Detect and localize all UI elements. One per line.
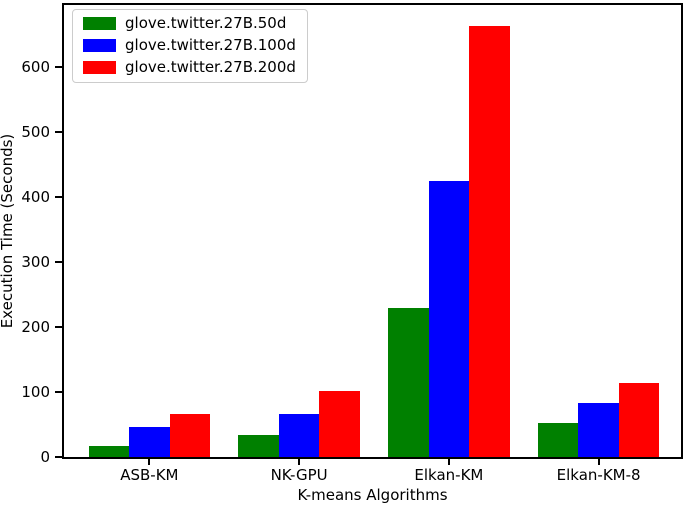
y-tick-mark-100 xyxy=(55,391,62,394)
legend-swatch-icon xyxy=(83,17,116,30)
y-tick-label-0: 0 xyxy=(40,448,50,466)
bar-Elkan-KM-glove.twitter.27B.50d xyxy=(388,307,429,457)
bar-Elkan-KM-8-glove.twitter.27B.50d xyxy=(537,422,579,457)
bar-NK-GPU-glove.twitter.27B.100d xyxy=(278,414,320,457)
bar-Elkan-KM-8-glove.twitter.27B.200d xyxy=(618,382,660,457)
x-tick-label-Elkan-KM-8: Elkan-KM-8 xyxy=(556,466,641,484)
x-tick-label-NK-GPU: NK-GPU xyxy=(270,466,328,484)
y-tick-mark-300 xyxy=(55,261,62,264)
y-tick-mark-500 xyxy=(55,131,62,134)
y-tick-label-600: 600 xyxy=(21,58,50,77)
legend-row: glove.twitter.27B.50d xyxy=(83,15,296,32)
legend-row: glove.twitter.27B.100d xyxy=(83,37,296,54)
legend-row: glove.twitter.27B.200d xyxy=(83,59,296,76)
bar-Elkan-KM-8-glove.twitter.27B.100d xyxy=(578,403,619,457)
bar-ASB-KM-glove.twitter.27B.200d xyxy=(169,414,210,457)
legend-label: glove.twitter.27B.100d xyxy=(125,36,296,54)
bar-Elkan-KM-glove.twitter.27B.100d xyxy=(428,181,470,457)
legend-label: glove.twitter.27B.50d xyxy=(125,14,287,32)
y-tick-mark-0 xyxy=(55,456,62,458)
bar-ASB-KM-glove.twitter.27B.50d xyxy=(88,445,130,457)
y-tick-mark-600 xyxy=(55,66,62,69)
x-tick-mark-Elkan-KM xyxy=(447,459,450,465)
x-tick-label-Elkan-KM: Elkan-KM xyxy=(414,466,484,484)
y-tick-label-400: 400 xyxy=(21,188,50,207)
legend-label: glove.twitter.27B.200d xyxy=(125,58,296,76)
bar-ASB-KM-glove.twitter.27B.100d xyxy=(129,427,170,457)
y-tick-mark-400 xyxy=(55,196,62,199)
y-tick-label-300: 300 xyxy=(21,253,50,272)
x-axis-label: K-means Algorithms xyxy=(297,486,448,504)
legend-swatch-icon xyxy=(83,39,116,52)
y-tick-mark-200 xyxy=(55,326,62,329)
y-tick-label-200: 200 xyxy=(21,318,50,337)
x-tick-mark-NK-GPU xyxy=(298,459,301,465)
legend: glove.twitter.27B.50d glove.twitter.27B.1… xyxy=(72,9,308,83)
y-tick-label-500: 500 xyxy=(21,123,50,142)
bar-NK-GPU-glove.twitter.27B.50d xyxy=(238,434,279,457)
x-tick-label-ASB-KM: ASB-KM xyxy=(120,466,179,484)
bar-Elkan-KM-glove.twitter.27B.200d xyxy=(469,26,510,457)
x-tick-mark-Elkan-KM-8 xyxy=(597,459,600,465)
y-tick-label-100: 100 xyxy=(21,383,50,402)
x-tick-mark-ASB-KM xyxy=(148,459,151,465)
plot-area xyxy=(62,3,683,459)
legend-swatch-icon xyxy=(83,61,116,74)
bar-NK-GPU-glove.twitter.27B.200d xyxy=(319,390,360,457)
